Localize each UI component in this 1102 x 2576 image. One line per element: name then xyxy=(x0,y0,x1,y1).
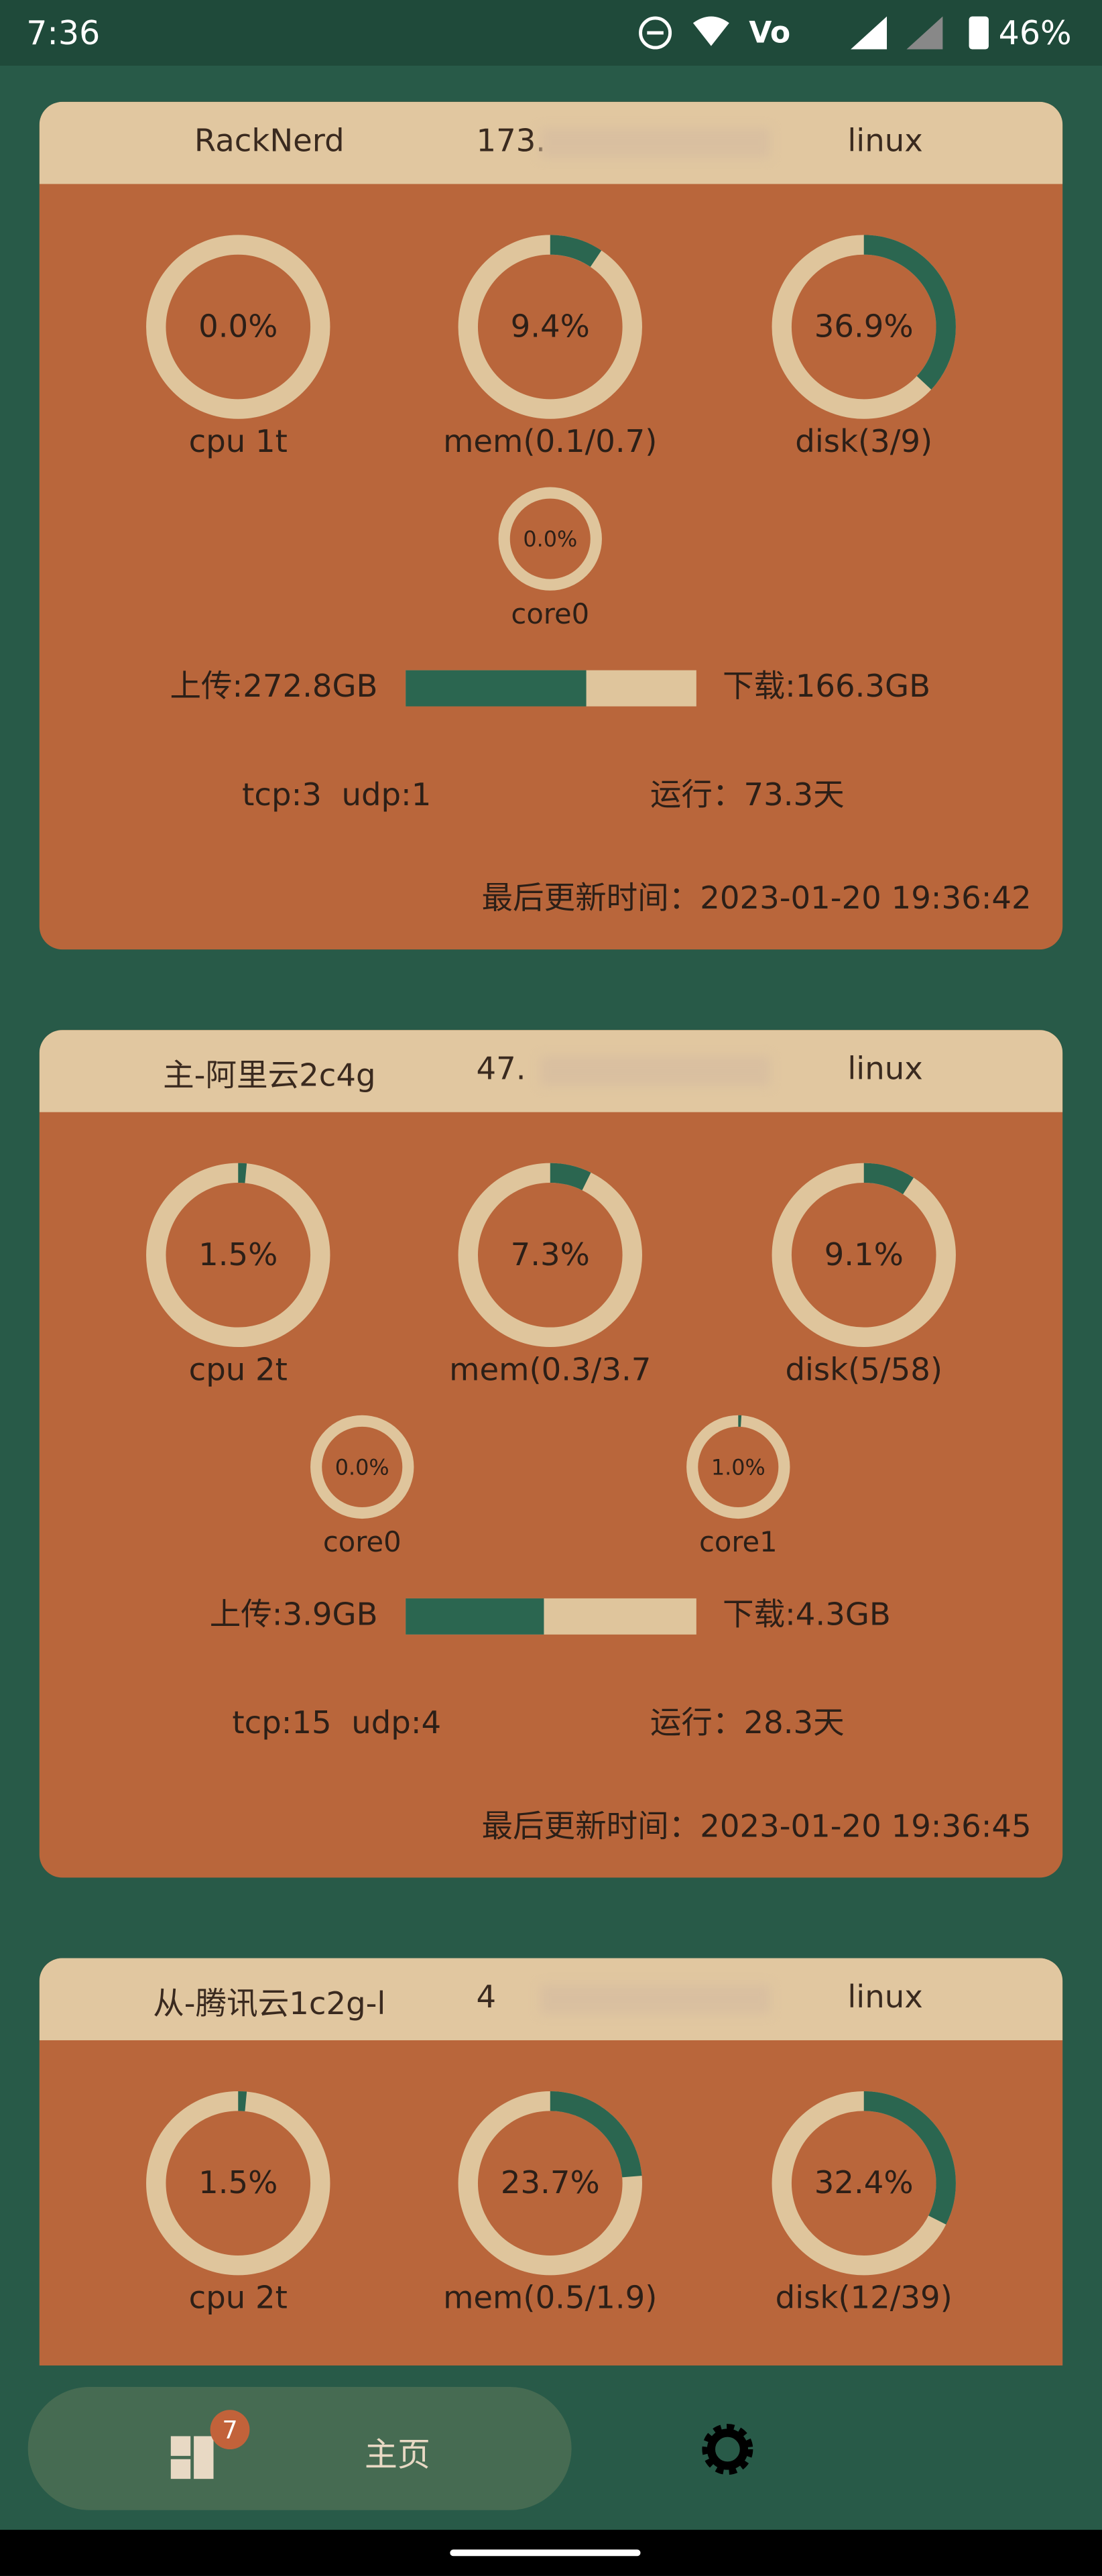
card-body: 1.5% cpu 2t 7.3% mem(0.3/3.7 9.1% disk(5/58) 0… xyxy=(146,1163,1032,1844)
server-card[interactable]: 从-腾讯云1c2g-l 4 linux 1.5% cpu 2t 23.7% mem(0.5/… xyxy=(39,1958,1063,2366)
settings-button[interactable] xyxy=(694,2416,760,2482)
home-tab[interactable]: 7 主页 xyxy=(27,2386,572,2510)
volte-icon: Vo xyxy=(749,15,790,50)
server-os: linux xyxy=(847,1051,923,1088)
battery-level: 46% xyxy=(998,13,1072,53)
dashboard-icon: 7 xyxy=(170,2410,250,2479)
gauge-arc xyxy=(686,1415,790,1519)
home-label: 主页 xyxy=(364,2435,430,2474)
icon-square xyxy=(194,2436,214,2479)
status-bar: 7:36 Vo 46% xyxy=(0,0,1102,66)
gauge-value: 0.0% xyxy=(198,308,278,345)
gauge-arc xyxy=(772,1163,956,1348)
server-name: 从-腾讯云1c2g-l xyxy=(153,1986,386,2023)
card-header: 主-阿里云2c4g 47. linux xyxy=(39,1030,1063,1112)
connections: tcp:3 udp:1 xyxy=(242,776,431,813)
gauge-arc xyxy=(458,1163,642,1348)
gauge-value: 23.7% xyxy=(501,2164,600,2201)
core-label: core0 xyxy=(323,1525,402,1558)
gauge-arc xyxy=(772,2091,956,2276)
core-value: 1.0% xyxy=(711,1454,766,1480)
gauge-label: disk(12/39) xyxy=(776,2280,953,2316)
wifi-icon xyxy=(692,16,729,46)
gauge-value: 9.1% xyxy=(824,1236,904,1273)
server-ip: 4 xyxy=(476,1979,497,2016)
status-icons: Vo xyxy=(639,15,989,50)
gauge-label: cpu 1t xyxy=(189,423,288,459)
bottom-nav: 7 主页 xyxy=(0,2365,1102,2530)
core-label: core0 xyxy=(511,597,589,630)
server-card[interactable]: 主-阿里云2c4g 47. linux 1.5% cpu 2t 7.3% mem(0.3/3… xyxy=(39,1030,1063,1878)
gauge-label: mem(0.5/1.9) xyxy=(443,2280,657,2316)
server-card[interactable]: RackNerd 173. linux 0.0% cpu 1t 9.4% mem(0.1/0… xyxy=(39,101,1063,950)
upload-label: 上传:3.9GB xyxy=(210,1596,378,1632)
server-ip: 173. xyxy=(476,123,546,160)
clock: 7:36 xyxy=(26,13,101,53)
card-body: 0.0% cpu 1t 9.4% mem(0.1/0.7) 36.9% disk(3/9)… xyxy=(146,235,1032,916)
gauge-label: mem(0.1/0.7) xyxy=(443,423,657,459)
signal-icon xyxy=(851,16,887,50)
signal-icon xyxy=(906,16,943,50)
uptime: 运行：28.3天 xyxy=(650,1704,845,1741)
server-ip: 47. xyxy=(476,1051,526,1088)
battery-icon xyxy=(969,16,989,50)
upload-label: 上传:272.8GB xyxy=(170,668,377,704)
gauge-value: 32.4% xyxy=(814,2164,914,2201)
system-bar xyxy=(0,2530,1102,2576)
gauge-label: disk(5/58) xyxy=(785,1351,942,1387)
server-os: linux xyxy=(847,1979,923,2016)
connections: tcp:15 udp:4 xyxy=(232,1704,441,1741)
gauge-label: cpu 2t xyxy=(189,1351,288,1387)
gauge-value: 1.5% xyxy=(198,1236,278,1273)
gauge-arc xyxy=(458,235,642,419)
core-value: 0.0% xyxy=(523,526,577,552)
ip-redaction xyxy=(540,128,771,158)
gauge-arc xyxy=(146,2091,330,2276)
card-header: RackNerd 173. linux xyxy=(39,101,1063,184)
card-body: 1.5% cpu 2t 23.7% mem(0.5/1.9) 32.4% disk(12/… xyxy=(146,2091,956,2316)
gauge-arc xyxy=(146,1163,330,1348)
server-name: 主-阿里云2c4g xyxy=(163,1057,376,1094)
gauge-track xyxy=(146,235,330,419)
gauge-arc xyxy=(772,235,956,419)
core-value: 0.0% xyxy=(335,1454,389,1480)
gauge-track xyxy=(498,487,602,591)
uptime: 运行：73.3天 xyxy=(650,776,845,813)
icon-square xyxy=(170,2459,191,2479)
download-label: 下载:4.3GB xyxy=(723,1596,891,1632)
ip-redaction xyxy=(540,1056,771,1086)
card-header: 从-腾讯云1c2g-l 4 linux xyxy=(39,1958,1063,2040)
gauge-value: 7.3% xyxy=(511,1236,590,1273)
ip-redaction xyxy=(540,1984,771,2014)
icon-square xyxy=(170,2436,191,2456)
last-updated: 最后更新时间：2023-01-20 19:36:42 xyxy=(481,880,1031,916)
server-name: RackNerd xyxy=(194,123,345,160)
gear xyxy=(707,2428,749,2470)
server-list: RackNerd 173. linux 0.0% cpu 1t 9.4% mem(0.1/0… xyxy=(0,66,1102,2366)
core-label: core1 xyxy=(699,1525,778,1558)
download-label: 下载:166.3GB xyxy=(723,668,930,704)
gauge-value: 36.9% xyxy=(814,308,914,345)
gauge-value: 1.5% xyxy=(198,2164,278,2201)
home-handle xyxy=(450,2549,641,2557)
badge xyxy=(210,2410,250,2450)
traffic-bar-upload xyxy=(406,1598,544,1635)
last-updated: 最后更新时间：2023-01-20 19:36:45 xyxy=(481,1808,1031,1844)
badge-count: 7 xyxy=(222,2416,237,2445)
server-os: linux xyxy=(847,123,923,160)
gauge-track xyxy=(310,1415,414,1519)
gauge-label: disk(3/9) xyxy=(795,423,932,459)
gauge-value: 9.4% xyxy=(511,308,590,345)
traffic-bar-upload xyxy=(406,670,587,707)
gauge-label: mem(0.3/3.7 xyxy=(449,1351,651,1387)
dnd-icon xyxy=(639,16,672,50)
gauge-arc xyxy=(458,2091,642,2276)
gauge-label: cpu 2t xyxy=(189,2280,288,2316)
